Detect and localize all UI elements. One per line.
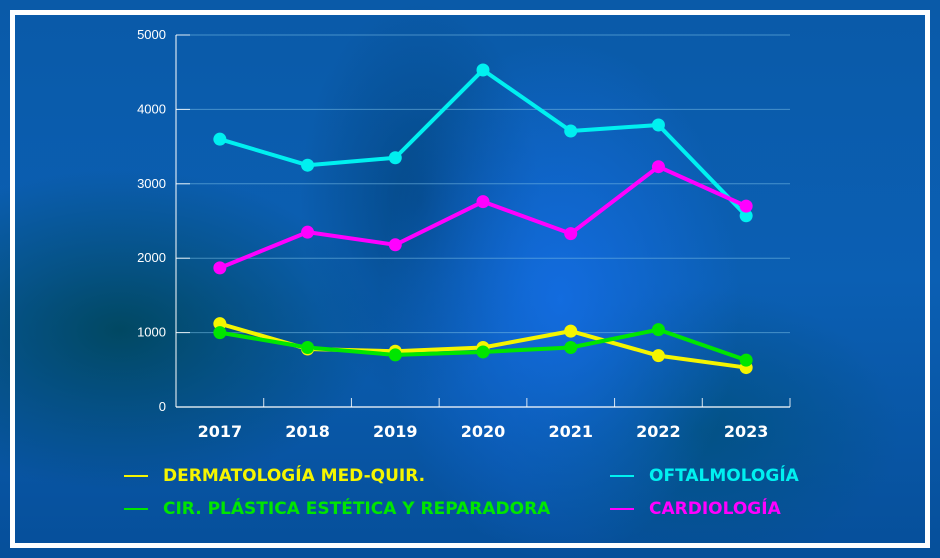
data-point-series-3-2019 xyxy=(388,238,402,252)
series-line-2 xyxy=(219,67,748,218)
series-line-3 xyxy=(219,164,747,270)
y-tick-label: 5000 xyxy=(137,27,166,42)
data-point-series-2-2021 xyxy=(564,124,578,138)
data-point-series-0-2021 xyxy=(564,324,578,338)
x-tick-label: 2017 xyxy=(198,422,243,441)
data-point-series-2-2022 xyxy=(651,118,665,132)
data-point-series-2-2019 xyxy=(388,151,402,165)
data-point-series-1-2018 xyxy=(301,340,315,354)
legend-swatch-cardiologia xyxy=(610,508,634,510)
data-point-series-3-2022 xyxy=(651,160,665,174)
data-point-series-1-2017 xyxy=(213,326,227,340)
axes xyxy=(175,34,791,408)
legend-item-dermatologia: DERMATOLOGÍA MED-QUIR. xyxy=(124,466,425,486)
y-tick-label: 2000 xyxy=(137,250,166,265)
legend-label-cardiologia: CARDIOLOGÍA xyxy=(649,499,781,519)
x-axis-labels: 2017 2018 2019 2020 2021 2022 2023 xyxy=(198,422,769,441)
white-frame-border xyxy=(10,10,930,548)
y-tick-label: 1000 xyxy=(137,325,166,340)
data-point-series-3-2023 xyxy=(739,199,753,213)
data-point-series-1-2020 xyxy=(476,345,490,359)
legend-swatch-cirugia-plastica xyxy=(124,508,148,510)
series-points xyxy=(213,63,753,375)
data-point-series-1-2021 xyxy=(564,340,578,354)
data-point-series-1-2022 xyxy=(651,323,665,337)
data-point-series-3-2017 xyxy=(213,261,227,275)
x-tick-label: 2018 xyxy=(285,422,330,441)
x-tick-label: 2020 xyxy=(461,422,506,441)
data-point-series-2-2018 xyxy=(301,158,315,172)
y-tick-label: 4000 xyxy=(137,101,166,116)
data-point-series-2-2017 xyxy=(213,132,227,146)
legend-swatch-oftalmologia xyxy=(610,475,634,477)
x-tick-label: 2022 xyxy=(636,422,681,441)
data-point-series-2-2020 xyxy=(476,63,490,77)
x-tick-label: 2019 xyxy=(373,422,418,441)
y-tick-label: 0 xyxy=(159,399,166,414)
y-axis-labels: 0 1000 2000 3000 4000 5000 xyxy=(137,27,166,414)
data-point-series-3-2021 xyxy=(564,227,578,241)
data-point-series-1-2019 xyxy=(388,348,402,362)
data-point-series-0-2017 xyxy=(213,317,227,331)
data-point-series-3-2020 xyxy=(476,195,490,209)
legend-swatch-dermatologia xyxy=(124,475,148,477)
gridlines xyxy=(176,34,790,334)
data-point-series-3-2018 xyxy=(301,225,315,239)
data-point-series-0-2022 xyxy=(651,349,665,363)
legend-item-oftalmologia: OFTALMOLOGÍA xyxy=(610,466,799,486)
series-lines xyxy=(219,67,748,370)
legend-item-cardiologia: CARDIOLOGÍA xyxy=(610,499,781,519)
data-point-series-2-2023 xyxy=(739,209,753,223)
legend-item-cirugia-plastica: CIR. PLÁSTICA ESTÉTICA Y REPARADORA xyxy=(124,499,550,519)
legend-label-dermatologia: DERMATOLOGÍA MED-QUIR. xyxy=(163,466,426,486)
x-tick-label: 2023 xyxy=(724,422,769,441)
legend-label-oftalmologia: OFTALMOLOGÍA xyxy=(649,466,799,486)
x-tick-label: 2021 xyxy=(548,422,593,441)
legend-label-cirugia-plastica: CIR. PLÁSTICA ESTÉTICA Y REPARADORA xyxy=(163,499,551,519)
data-point-series-1-2023 xyxy=(739,353,753,367)
y-tick-label: 3000 xyxy=(137,176,166,191)
